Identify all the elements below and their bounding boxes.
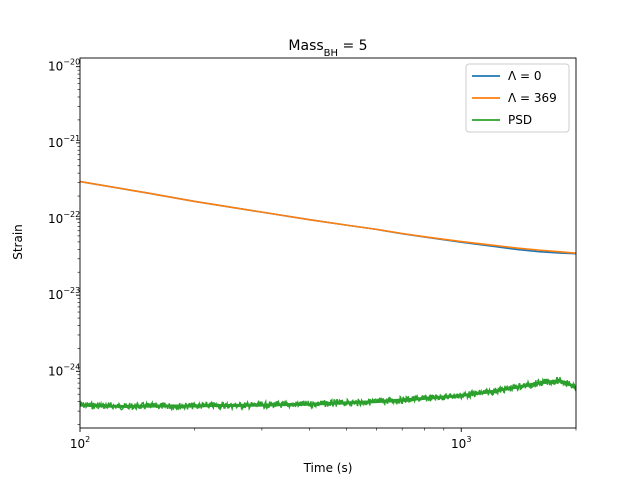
chart-title: MassBH = 5 [288, 38, 367, 59]
series-line-1 [80, 180, 576, 255]
y-axis-label: Strain [11, 224, 25, 260]
series-group [80, 180, 576, 412]
x-tick-label-0: 102 [70, 435, 90, 451]
legend-label-0: Λ = 0 [508, 69, 542, 83]
series-line-0 [80, 180, 576, 255]
x-axis-label: Time (s) [303, 461, 353, 475]
y-tick-label-0: 10−24 [48, 362, 80, 378]
y-tick-label-2: 10−22 [48, 210, 80, 226]
y-tick-label-4: 10−20 [48, 58, 80, 74]
y-tick-label-1: 10−23 [48, 286, 80, 302]
plot-frame [79, 57, 577, 429]
x-tick-label-1: 103 [451, 435, 471, 451]
plot-area: 102 103 10−24 10−23 10−22 10−21 10−20 [48, 57, 577, 451]
legend-box [465, 63, 570, 133]
y-tick-label-3: 10−21 [48, 134, 80, 150]
legend: Λ = 0 Λ = 369 PSD [465, 63, 570, 133]
legend-label-2: PSD [508, 113, 532, 127]
series-line-2 [80, 376, 576, 412]
legend-label-1: Λ = 369 [508, 91, 557, 105]
series-line-2-core [80, 379, 576, 408]
